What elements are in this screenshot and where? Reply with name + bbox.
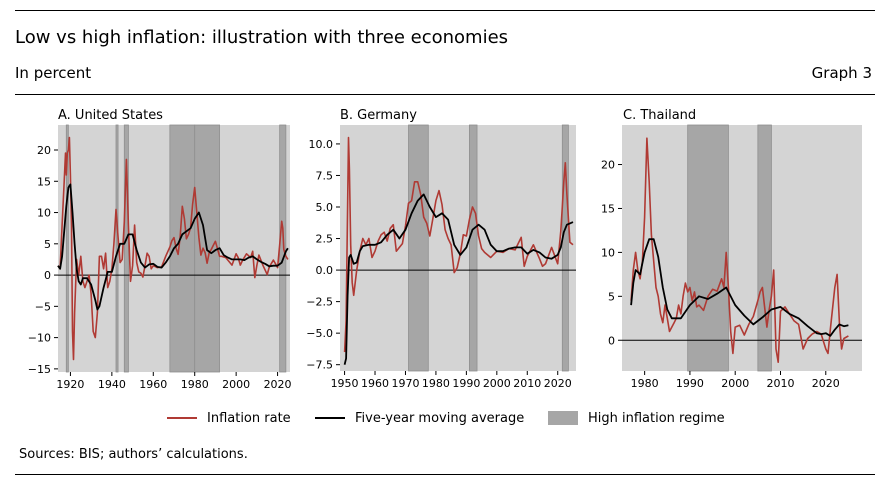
x-tick-label: 2010 (766, 377, 794, 390)
inflation-rate-line (630, 137, 849, 364)
high-inflation-band (469, 124, 478, 372)
y-tick-label: 0 (44, 269, 51, 282)
x-tick-label: 2000 (222, 378, 250, 391)
y-tick-label: 5.0 (316, 201, 334, 214)
y-tick-label: 20 (37, 144, 51, 157)
graph-number: Graph 3 (811, 64, 872, 82)
top-rule (15, 10, 875, 11)
legend-inflation-label: Inflation rate (207, 411, 291, 426)
x-tick-label: 1970 (391, 377, 419, 390)
y-tick-label: 7.5 (316, 169, 334, 182)
x-tick-label: 1990 (452, 377, 480, 390)
moving-average-line (343, 193, 574, 365)
moving-average-line (630, 238, 849, 337)
y-tick-label: −7.5 (306, 359, 333, 372)
y-tick-label: 5 (44, 238, 51, 251)
x-tick-label: 1980 (631, 377, 659, 390)
moving-average-line (57, 183, 289, 311)
x-tick-label: 1990 (676, 377, 704, 390)
y-tick-label: 10 (601, 246, 615, 259)
x-tick-label: 2000 (483, 377, 511, 390)
x-tick-label: 1950 (331, 377, 359, 390)
high-inflation-band (408, 124, 429, 372)
y-tick-label: 15 (37, 175, 51, 188)
bottom-rule (15, 474, 875, 475)
high-inflation-band (65, 124, 69, 373)
legend-regime-swatch (548, 411, 578, 425)
y-tick-label: 0 (608, 334, 615, 347)
y-tick-label: −15 (28, 363, 51, 376)
x-tick-label: 2020 (264, 378, 292, 391)
y-tick-label: −5 (35, 300, 51, 313)
x-tick-label: 1980 (181, 378, 209, 391)
x-tick-label: 2000 (721, 377, 749, 390)
x-tick-label: 1960 (139, 378, 167, 391)
panel-1: −15 −10 −5 0 5 10 15 20 1920 1940 1960 1980 2000 2020… (28, 108, 292, 391)
x-tick-label: 2010 (513, 377, 541, 390)
y-tick-label: 15 (601, 202, 615, 215)
legend-regime-label: High inflation regime (588, 411, 725, 426)
panel-2: −7.5 −5.0 −2.5 0.0 2.5 5.0 7.5 10.0 1950 1960 1970… (306, 108, 576, 390)
high-inflation-band (123, 124, 129, 373)
y-tick-label: −2.5 (306, 296, 333, 309)
x-tick-label: 1960 (361, 377, 389, 390)
high-inflation-band (169, 124, 196, 373)
y-tick-label: 0.0 (316, 264, 334, 277)
graph-title: Low vs high inflation: illustration with… (15, 27, 509, 48)
high-inflation-band (687, 124, 729, 372)
y-tick-label: 20 (601, 159, 615, 172)
panel-title: B. Germany (340, 108, 417, 123)
high-inflation-band (279, 124, 287, 373)
y-tick-label: −5.0 (306, 327, 333, 340)
panel-background (340, 125, 576, 371)
x-tick-label: 1940 (98, 378, 126, 391)
panel-title: A. United States (58, 108, 163, 123)
y-tick-label: −10 (28, 332, 51, 345)
x-tick-label: 1920 (56, 378, 84, 391)
legend-average-label: Five-year moving average (355, 411, 524, 426)
legend: Inflation rate Five-year moving average … (167, 411, 725, 426)
high-inflation-band (757, 124, 772, 372)
y-tick-label: 10.0 (309, 138, 334, 151)
x-tick-label: 2020 (812, 377, 840, 390)
y-tick-label: 5 (608, 290, 615, 303)
sources-note: Sources: BIS; authors’ calculations. (19, 447, 248, 462)
x-tick-label: 1980 (422, 377, 450, 390)
header-rule (15, 94, 875, 95)
y-tick-label: 2.5 (316, 233, 334, 246)
x-tick-label: 2020 (544, 377, 572, 390)
high-inflation-band (561, 124, 569, 372)
graph-subtitle: In percent (15, 64, 92, 82)
panel-3: 0 5 10 15 20 1980 1990 2000 2010 2020 C. Thailand (601, 108, 862, 390)
y-tick-label: 10 (37, 207, 51, 220)
panel-title: C. Thailand (623, 108, 696, 123)
